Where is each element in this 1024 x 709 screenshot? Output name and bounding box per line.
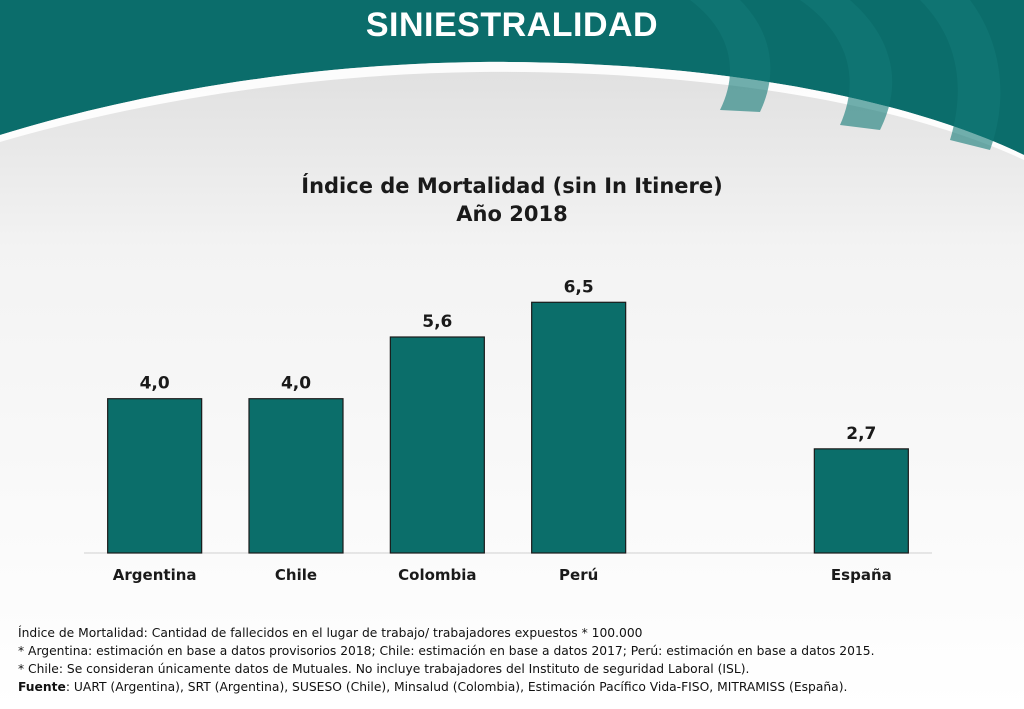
bar-españa <box>813 448 909 554</box>
note-definition: Índice de Mortalidad: Cantidad de fallec… <box>18 626 643 640</box>
footnotes: Índice de Mortalidad: Cantidad de fallec… <box>18 624 1008 696</box>
x-tick-label: Colombia <box>398 566 476 584</box>
page-title: SINIESTRALIDAD <box>365 6 659 44</box>
header-banner <box>0 0 1024 160</box>
bar-colombia <box>389 336 485 554</box>
note-source: Fuente: UART (Argentina), SRT (Argentina… <box>18 678 1008 696</box>
data-label: 6,5 <box>564 277 594 297</box>
x-tick-label: España <box>831 566 892 584</box>
x-tick-label: Perú <box>559 566 598 584</box>
chart-title-block: Índice de Mortalidad (sin In Itinere) Añ… <box>0 172 1024 228</box>
bar-argentina <box>107 398 203 554</box>
bar-perú <box>531 301 627 554</box>
note-argentina: * Argentina: estimación en base a datos … <box>18 644 875 658</box>
note-chile: * Chile: Se consideran únicamente datos … <box>18 662 750 676</box>
bar-chart: 4,0 Argentina 4,0 Chile 5,6 Colombia 6,5 Perú 2,… <box>84 277 932 584</box>
x-tick-label: Chile <box>275 566 317 584</box>
chart-subtitle: Año 2018 <box>456 202 568 226</box>
data-label: 4,0 <box>281 374 311 394</box>
chart-title: Índice de Mortalidad (sin In Itinere) <box>301 174 723 198</box>
x-tick-label: Argentina <box>113 566 197 584</box>
data-label: 2,7 <box>846 424 876 444</box>
data-label: 5,6 <box>422 312 452 332</box>
source-text: : UART (Argentina), SRT (Argentina), SUS… <box>65 680 848 694</box>
bar-chile <box>248 398 344 554</box>
source-label: Fuente <box>18 680 66 694</box>
data-label: 4,0 <box>140 374 170 394</box>
